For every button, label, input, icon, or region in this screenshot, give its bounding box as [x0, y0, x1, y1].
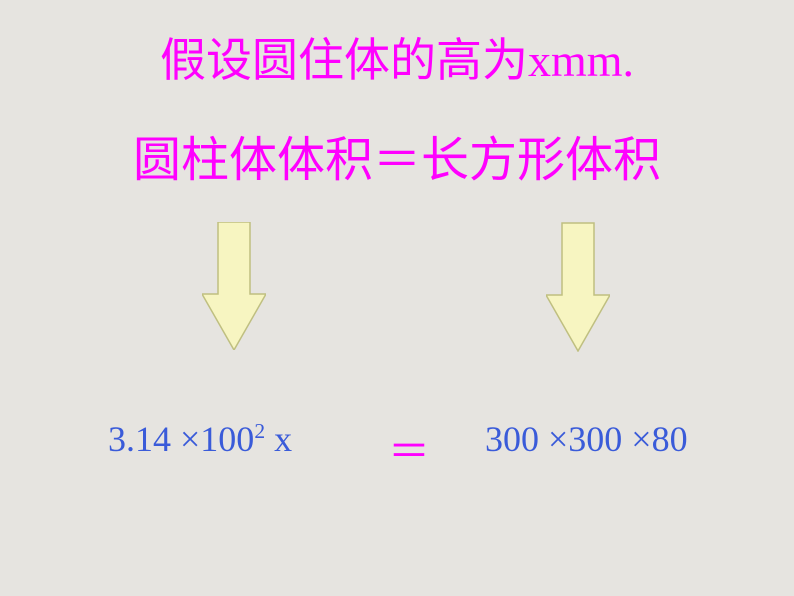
- equation-left: 3.14 ×1002 x: [108, 418, 292, 460]
- eq-left-prefix: 3.14 ×100: [108, 419, 254, 459]
- down-arrow-right-icon: [546, 222, 610, 352]
- slide: 假设圆住体的高为xmm. 圆柱体体积＝长方形体积 3.14 ×1002 x ＝ …: [0, 0, 794, 596]
- equation-right: 300 ×300 ×80: [485, 418, 688, 460]
- eq-left-suffix: x: [265, 419, 292, 459]
- volume-equation-text: 圆柱体体积＝长方形体积: [0, 120, 794, 190]
- down-arrow-left-icon: [202, 222, 266, 350]
- arrows-container: [0, 222, 794, 352]
- eq-left-exponent: 2: [254, 419, 265, 443]
- equation-row: 3.14 ×1002 x ＝ 300 ×300 ×80: [0, 418, 794, 468]
- assumption-text: 假设圆住体的高为xmm.: [0, 24, 794, 90]
- equals-sign: ＝: [388, 418, 430, 479]
